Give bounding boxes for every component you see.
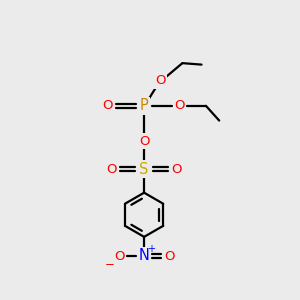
Text: O: O bbox=[106, 163, 117, 176]
Text: −: − bbox=[105, 258, 115, 271]
Text: N: N bbox=[139, 248, 149, 263]
Text: O: O bbox=[164, 250, 174, 262]
Text: O: O bbox=[114, 250, 124, 262]
Text: O: O bbox=[171, 163, 182, 176]
Text: O: O bbox=[102, 99, 112, 112]
Text: P: P bbox=[140, 98, 148, 113]
Text: S: S bbox=[140, 162, 149, 177]
Text: +: + bbox=[147, 244, 155, 254]
Text: O: O bbox=[139, 135, 149, 148]
Text: O: O bbox=[155, 74, 166, 87]
Text: O: O bbox=[174, 99, 185, 112]
